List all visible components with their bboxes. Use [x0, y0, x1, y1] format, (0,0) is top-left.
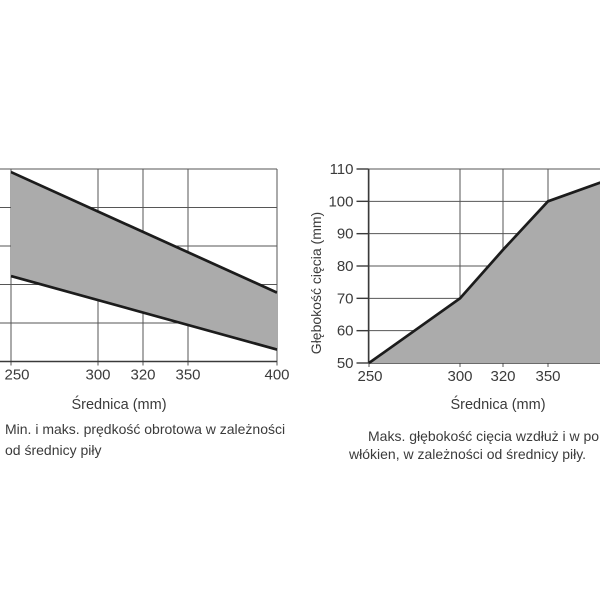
rpm-range-chart: 250 300 320 350 400: [0, 168, 290, 384]
caption-left-chart-line2: od średnicy piły: [5, 442, 102, 458]
svg-text:80: 80: [337, 258, 354, 275]
x-axis-label-left-chart: Średnica (mm): [71, 397, 167, 413]
caption-left-chart-line1: Min. i maks. prędkość obrotowa w zależno…: [5, 421, 286, 437]
svg-text:50: 50: [337, 355, 354, 372]
svg-text:250: 250: [4, 367, 29, 384]
svg-text:320: 320: [130, 367, 155, 384]
svg-text:300: 300: [447, 368, 472, 385]
svg-text:110: 110: [330, 161, 354, 178]
svg-text:400: 400: [264, 367, 289, 384]
svg-text:70: 70: [337, 290, 354, 307]
svg-text:60: 60: [337, 323, 354, 340]
svg-text:350: 350: [175, 367, 200, 384]
svg-text:300: 300: [85, 367, 110, 384]
caption-right-chart-line2: włókien, w zależności od średnicy piły.: [349, 446, 587, 462]
caption-right-chart-line1: Maks. głębokość cięcia wzdłuż i w poprze…: [368, 428, 600, 444]
x-axis-label-right-chart: Średnica (mm): [450, 397, 546, 413]
svg-text:350: 350: [535, 368, 560, 385]
svg-text:90: 90: [337, 226, 354, 243]
y-axis-label-cutting-depth: Głębokość cięcia (mm): [308, 211, 324, 355]
svg-text:100: 100: [328, 193, 353, 210]
svg-text:250: 250: [357, 368, 382, 385]
cutting-depth-chart: 1101009080706050250300320350400: [328, 161, 600, 385]
svg-text:320: 320: [490, 368, 515, 385]
